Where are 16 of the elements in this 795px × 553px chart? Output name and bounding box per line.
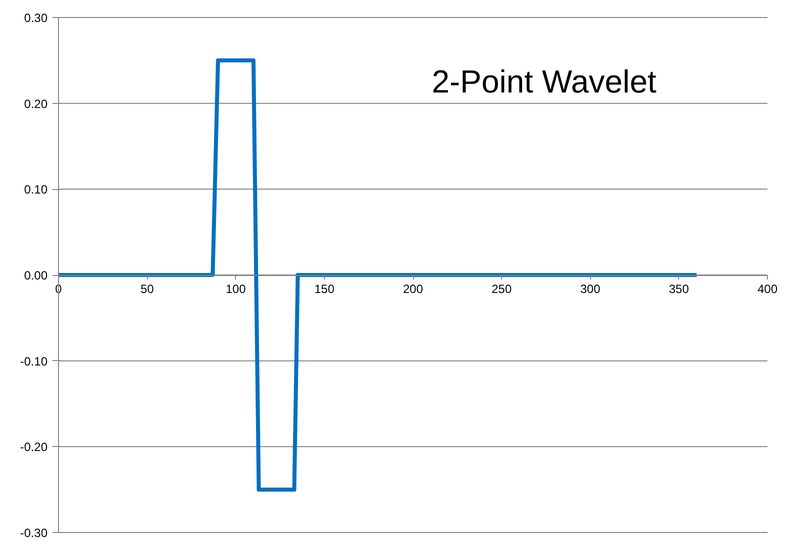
- y-tick-label: 0.00: [24, 268, 48, 282]
- x-tick-label: 100: [226, 282, 246, 296]
- x-tick-label: 400: [757, 282, 778, 296]
- x-tick-label: 200: [402, 282, 424, 296]
- y-tick-label: -0.30: [20, 526, 48, 540]
- x-tick-label: 150: [314, 282, 335, 296]
- y-tick-label: -0.10: [20, 354, 48, 368]
- x-tick-label: 250: [492, 282, 512, 296]
- y-tick-label: 0.20: [24, 96, 48, 111]
- x-tick-label: 350: [668, 282, 690, 296]
- y-tick-label: 0.30: [24, 11, 48, 25]
- text: 2-Point Wavelet: [432, 64, 657, 100]
- x-tick-label: 50: [140, 282, 154, 296]
- y-tick-label: -0.20: [20, 440, 48, 454]
- y-tick-label: 0.10: [24, 182, 48, 197]
- x-tick-label: 300: [580, 282, 601, 296]
